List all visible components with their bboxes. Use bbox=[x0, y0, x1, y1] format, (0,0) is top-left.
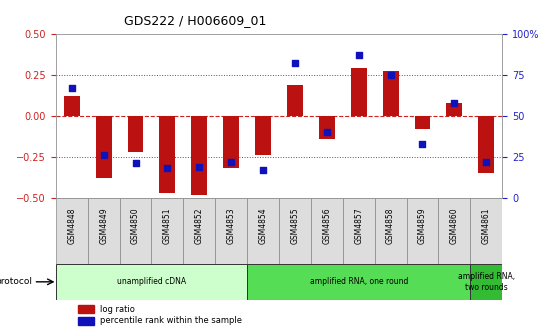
Text: GSM4861: GSM4861 bbox=[482, 208, 490, 244]
Point bbox=[195, 164, 204, 169]
Bar bbox=[343, 198, 374, 263]
Point bbox=[163, 166, 172, 171]
Text: GDS222 / H006609_01: GDS222 / H006609_01 bbox=[124, 14, 267, 27]
Point bbox=[354, 52, 363, 58]
Point bbox=[258, 167, 267, 173]
Bar bbox=[88, 198, 119, 263]
Bar bbox=[439, 198, 470, 263]
Bar bbox=[311, 198, 343, 263]
Bar bbox=[255, 116, 271, 155]
Bar bbox=[470, 198, 502, 263]
Text: GSM4853: GSM4853 bbox=[227, 208, 235, 244]
Bar bbox=[160, 116, 175, 193]
Bar bbox=[56, 198, 88, 263]
Text: protocol: protocol bbox=[0, 277, 32, 286]
Bar bbox=[64, 96, 80, 116]
Bar bbox=[78, 317, 94, 325]
Bar bbox=[374, 198, 407, 263]
Text: amplified RNA,
two rounds: amplified RNA, two rounds bbox=[458, 272, 515, 292]
Point bbox=[482, 159, 490, 164]
Point bbox=[227, 159, 235, 164]
Bar bbox=[319, 116, 335, 139]
Point bbox=[131, 161, 140, 166]
Bar bbox=[478, 116, 494, 173]
Bar bbox=[351, 68, 367, 116]
Text: unamplified cDNA: unamplified cDNA bbox=[117, 277, 186, 286]
Text: GSM4850: GSM4850 bbox=[131, 208, 140, 244]
Bar bbox=[470, 263, 502, 300]
Text: GSM4857: GSM4857 bbox=[354, 208, 363, 244]
Point bbox=[68, 85, 76, 90]
Text: GSM4858: GSM4858 bbox=[386, 208, 395, 244]
Text: GSM4852: GSM4852 bbox=[195, 208, 204, 244]
Text: log ratio: log ratio bbox=[100, 305, 135, 313]
Bar bbox=[56, 263, 247, 300]
Bar bbox=[184, 198, 215, 263]
Bar bbox=[407, 198, 439, 263]
Bar bbox=[383, 71, 398, 116]
Text: GSM4851: GSM4851 bbox=[163, 208, 172, 244]
Bar bbox=[223, 116, 239, 168]
Bar bbox=[287, 85, 303, 116]
Bar bbox=[151, 198, 184, 263]
Text: amplified RNA, one round: amplified RNA, one round bbox=[310, 277, 408, 286]
Bar bbox=[128, 116, 143, 152]
Text: GSM4854: GSM4854 bbox=[258, 208, 267, 244]
Point bbox=[291, 60, 300, 66]
Bar bbox=[119, 198, 151, 263]
Bar bbox=[215, 198, 247, 263]
Text: GSM4859: GSM4859 bbox=[418, 208, 427, 244]
Bar bbox=[446, 102, 463, 116]
Bar bbox=[78, 305, 94, 313]
Text: GSM4848: GSM4848 bbox=[68, 208, 76, 244]
Bar bbox=[415, 116, 430, 129]
Text: GSM4849: GSM4849 bbox=[99, 208, 108, 244]
Text: percentile rank within the sample: percentile rank within the sample bbox=[100, 316, 242, 325]
Point bbox=[450, 100, 459, 105]
Point bbox=[99, 153, 108, 158]
Point bbox=[386, 72, 395, 77]
Point bbox=[323, 129, 331, 135]
Bar bbox=[247, 263, 470, 300]
Text: GSM4855: GSM4855 bbox=[291, 208, 300, 244]
Bar bbox=[191, 116, 207, 195]
Point bbox=[418, 141, 427, 146]
Bar bbox=[247, 198, 279, 263]
Bar bbox=[95, 116, 112, 178]
Text: GSM4860: GSM4860 bbox=[450, 208, 459, 244]
Bar bbox=[279, 198, 311, 263]
Text: GSM4856: GSM4856 bbox=[323, 208, 331, 244]
